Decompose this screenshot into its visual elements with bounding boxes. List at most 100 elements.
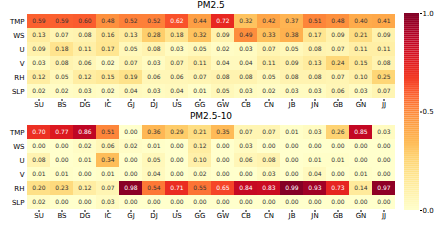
svg-text:GJ: GJ	[127, 212, 135, 220]
svg-text:0.25: 0.25	[377, 73, 391, 80]
svg-text:GN: GN	[356, 212, 367, 220]
svg-text:0.99: 0.99	[285, 184, 299, 191]
svg-text:0.04: 0.04	[216, 59, 230, 66]
svg-text:0.00: 0.00	[170, 170, 184, 177]
svg-text:0.00: 0.00	[285, 142, 299, 149]
svg-text:0.07: 0.07	[193, 73, 207, 80]
svg-text:0.44: 0.44	[193, 17, 207, 24]
svg-text:0.03: 0.03	[147, 59, 161, 66]
svg-text:0.03: 0.03	[147, 87, 161, 94]
svg-text:0.00: 0.00	[124, 198, 138, 205]
svg-text:GG: GG	[195, 101, 206, 109]
svg-text:0.00: 0.00	[239, 170, 253, 177]
svg-text:0.06: 0.06	[78, 59, 92, 66]
svg-text:0.00: 0.00	[331, 142, 345, 149]
svg-text:0.38: 0.38	[285, 31, 299, 38]
svg-text:0.00: 0.00	[308, 198, 322, 205]
svg-text:0.07: 0.07	[331, 45, 345, 52]
svg-text:0.00: 0.00	[216, 156, 230, 163]
svg-text:0.08: 0.08	[147, 45, 161, 52]
svg-text:JJ: JJ	[381, 212, 386, 220]
svg-text:CN: CN	[264, 101, 274, 109]
svg-text:0.08: 0.08	[32, 156, 46, 163]
svg-text:0.12: 0.12	[78, 184, 92, 191]
svg-text:0.70: 0.70	[32, 128, 46, 135]
svg-text:US: US	[172, 212, 182, 220]
svg-text:0.00: 0.00	[377, 156, 391, 163]
svg-text:0.00: 0.00	[216, 198, 230, 205]
svg-text:DJ: DJ	[150, 212, 157, 220]
svg-text:GB: GB	[333, 212, 343, 220]
svg-text:0.02: 0.02	[101, 59, 115, 66]
svg-text:0.00: 0.00	[193, 198, 207, 205]
svg-text:0.03: 0.03	[101, 198, 115, 205]
svg-text:0.05: 0.05	[285, 45, 299, 52]
svg-text:0.03: 0.03	[377, 128, 391, 135]
svg-text:0.93: 0.93	[308, 184, 322, 191]
svg-text:0.00: 0.00	[124, 156, 138, 163]
svg-text:0.08: 0.08	[377, 59, 391, 66]
svg-text:0.05: 0.05	[124, 45, 138, 52]
svg-text:RH: RH	[14, 74, 24, 82]
svg-text:0.08: 0.08	[262, 156, 276, 163]
svg-text:0.03: 0.03	[239, 45, 253, 52]
svg-text:0.07: 0.07	[262, 45, 276, 52]
svg-text:JB: JB	[288, 101, 296, 109]
svg-text:0.29: 0.29	[170, 128, 184, 135]
svg-text:0.40: 0.40	[354, 17, 368, 24]
svg-text:0.41: 0.41	[377, 17, 391, 24]
svg-text:0.86: 0.86	[78, 128, 92, 135]
svg-text:0.03: 0.03	[308, 87, 322, 94]
svg-text:JJ: JJ	[381, 101, 386, 109]
svg-text:0.21: 0.21	[193, 128, 207, 135]
svg-text:0.08: 0.08	[239, 73, 253, 80]
svg-text:V: V	[20, 171, 25, 179]
svg-text:0.06: 0.06	[170, 73, 184, 80]
svg-text:0.13: 0.13	[32, 31, 46, 38]
svg-text:0.03: 0.03	[285, 87, 299, 94]
svg-text:0.01: 0.01	[285, 128, 299, 135]
svg-text:RH: RH	[14, 185, 24, 193]
svg-text:0.00: 0.00	[308, 142, 322, 149]
svg-text:0.00: 0.00	[285, 156, 299, 163]
svg-text:0.00: 0.00	[216, 170, 230, 177]
svg-text:0.02: 0.02	[55, 87, 69, 94]
svg-text:0.09: 0.09	[285, 59, 299, 66]
svg-text:0.07: 0.07	[55, 31, 69, 38]
svg-text:0.00: 0.00	[147, 198, 161, 205]
svg-text:U: U	[19, 46, 24, 54]
svg-text:0.03: 0.03	[78, 87, 92, 94]
svg-text:0.71: 0.71	[170, 184, 184, 191]
svg-text:0.00: 0.00	[78, 170, 92, 177]
svg-text:0.00: 0.00	[354, 198, 368, 205]
svg-text:0.08: 0.08	[308, 73, 322, 80]
svg-text:CN: CN	[264, 212, 274, 220]
svg-text:0.09: 0.09	[377, 31, 391, 38]
svg-text:0.83: 0.83	[262, 184, 276, 191]
svg-text:0.26: 0.26	[331, 128, 345, 135]
svg-text:0.00: 0.00	[262, 198, 276, 205]
svg-text:0.07: 0.07	[101, 184, 115, 191]
svg-text:0.05: 0.05	[193, 45, 207, 52]
svg-text:0.03: 0.03	[262, 170, 276, 177]
svg-text:0.62: 0.62	[170, 17, 184, 24]
svg-text:0.85: 0.85	[354, 128, 368, 135]
svg-text:JN: JN	[310, 101, 318, 109]
svg-text:GN: GN	[356, 101, 367, 109]
svg-text:IC: IC	[105, 101, 112, 109]
svg-text:0.08: 0.08	[55, 59, 69, 66]
svg-text:0.48: 0.48	[101, 17, 115, 24]
svg-text:U: U	[19, 157, 24, 165]
svg-text:SU: SU	[34, 101, 44, 109]
svg-text:0.02: 0.02	[216, 45, 230, 52]
svg-text:0.02: 0.02	[124, 142, 138, 149]
svg-text:0.05: 0.05	[262, 73, 276, 80]
svg-text:0.07: 0.07	[331, 73, 345, 80]
svg-text:0.35: 0.35	[216, 128, 230, 135]
svg-text:0.00: 0.00	[377, 170, 391, 177]
svg-text:0.00: 0.00	[285, 198, 299, 205]
svg-text:0.06: 0.06	[101, 142, 115, 149]
svg-text:DJ: DJ	[150, 101, 157, 109]
svg-text:0.05: 0.05	[55, 73, 69, 80]
svg-text:GJ: GJ	[127, 101, 135, 109]
